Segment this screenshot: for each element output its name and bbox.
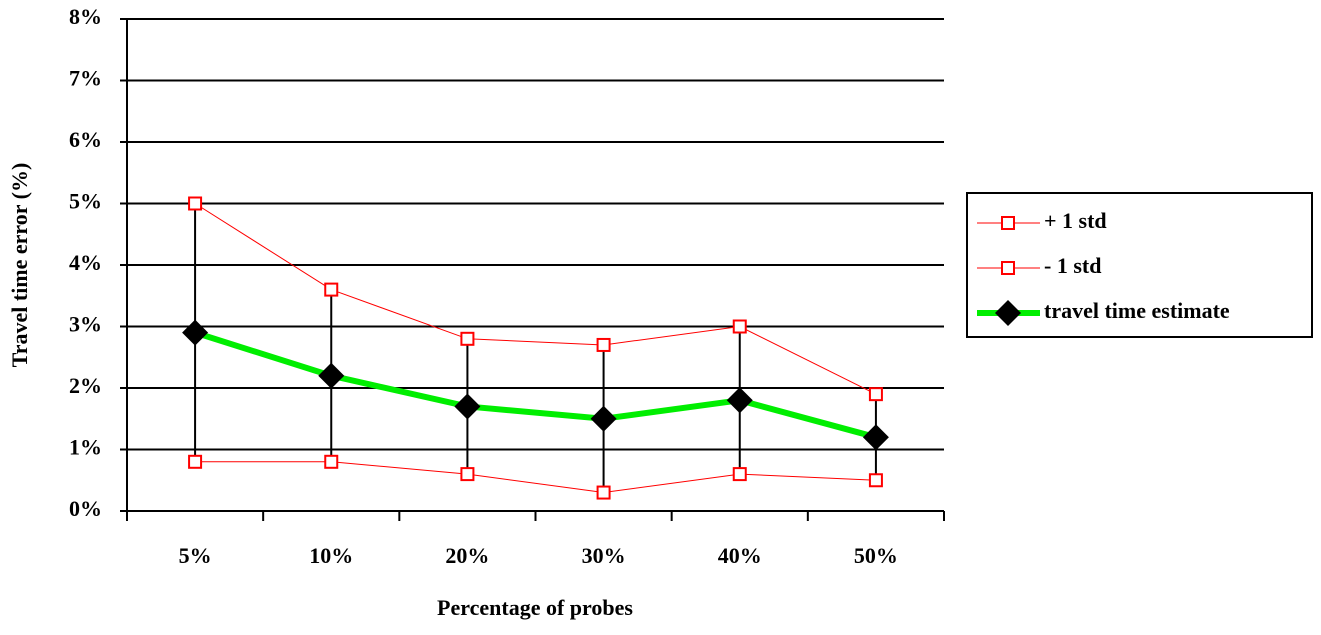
legend-marker: [1001, 261, 1015, 275]
x-tick-label: 10%: [309, 543, 353, 568]
y-tick-label: 5%: [69, 189, 102, 214]
series-line: [195, 461, 876, 494]
data-point: [732, 319, 747, 334]
y-tick-label: 0%: [69, 496, 102, 521]
legend-label: - 1 std: [1044, 253, 1101, 278]
x-tick-label: 5%: [179, 543, 212, 568]
data-point: [460, 467, 475, 482]
legend-label: travel time estimate: [1044, 298, 1230, 323]
y-axis-title: Travel time error (%): [7, 163, 32, 368]
legend-marker: [995, 300, 1021, 326]
data-point: [868, 387, 883, 402]
data-point: [726, 387, 753, 414]
y-tick-label: 4%: [69, 250, 102, 275]
y-tick-label: 3%: [69, 312, 102, 337]
data-point: [188, 454, 203, 469]
y-tick-label: 1%: [69, 435, 102, 460]
series-line: [194, 329, 877, 441]
y-tick-label: 8%: [69, 4, 102, 29]
x-tick-label: 50%: [854, 543, 898, 568]
data-point: [188, 196, 203, 211]
y-tick-label: 7%: [69, 66, 102, 91]
data-point: [460, 331, 475, 346]
y-tick-label: 2%: [69, 373, 102, 398]
data-point: [590, 405, 617, 432]
x-tick-label: 20%: [445, 543, 489, 568]
data-point: [318, 362, 345, 389]
data-point: [324, 282, 339, 297]
x-tick-label: 30%: [582, 543, 626, 568]
x-axis-title: Percentage of probes: [437, 595, 633, 620]
data-point: [732, 467, 747, 482]
series-line: [194, 203, 877, 395]
data-point: [596, 337, 611, 352]
legend-label: + 1 std: [1044, 208, 1107, 233]
data-point: [182, 319, 209, 346]
data-point: [454, 393, 481, 420]
legend-marker: [1001, 216, 1015, 230]
data-point: [868, 473, 883, 488]
data-point: [596, 485, 611, 500]
data-point: [324, 454, 339, 469]
data-point: [862, 424, 889, 451]
y-tick-label: 6%: [69, 127, 102, 152]
x-tick-label: 40%: [718, 543, 762, 568]
